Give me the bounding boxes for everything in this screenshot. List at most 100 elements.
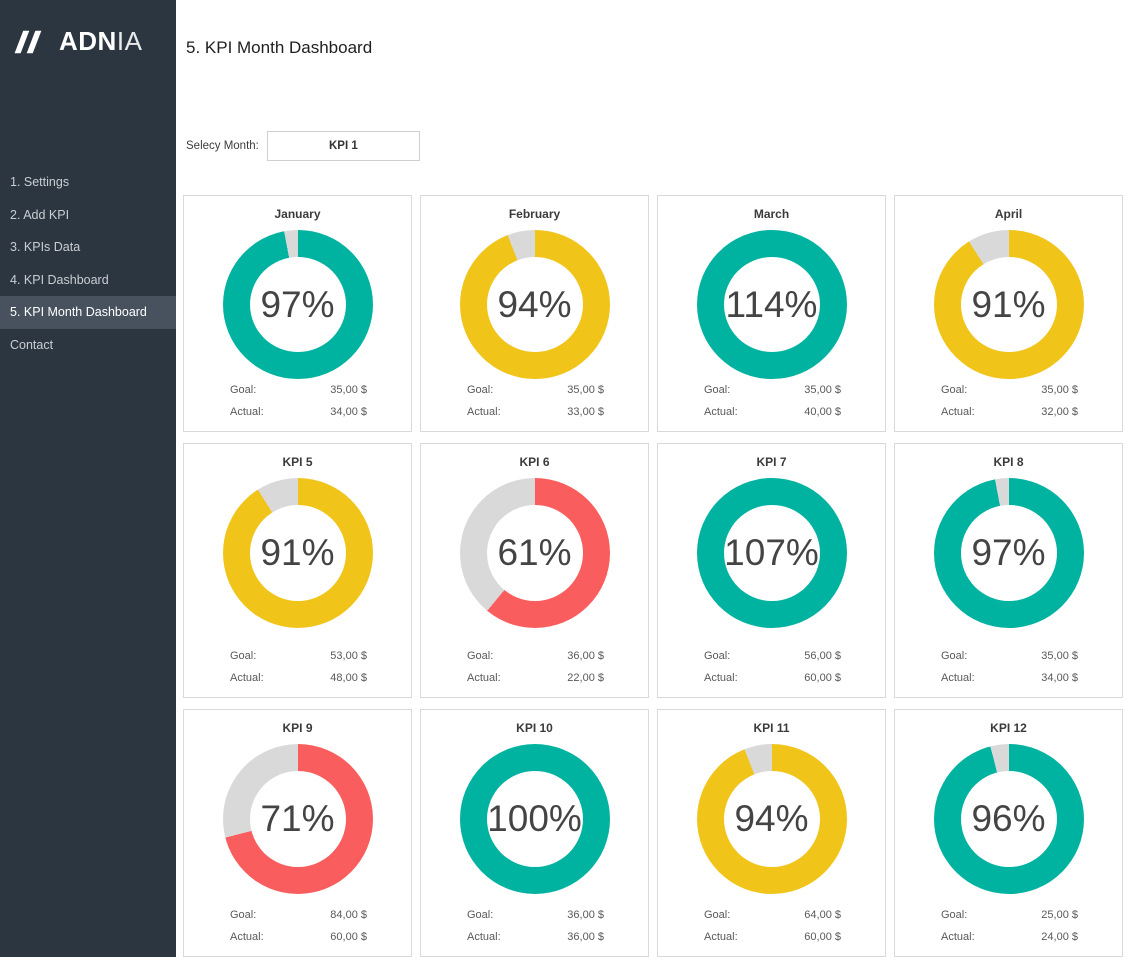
- kpi-stats: Goal: 36,00 $ Actual: 22,00 $: [421, 645, 648, 697]
- kpi-card-kpi11: KPI 11 94% Goal: 64,00 $ Actual: 60,00 $: [657, 709, 886, 957]
- kpi-card-title: March: [753, 207, 790, 221]
- kpi-card-kpi9: KPI 9 71% Goal: 84,00 $ Actual: 60,00 $: [183, 709, 412, 957]
- actual-label: Actual:: [941, 931, 975, 943]
- actual-row: Actual: 24,00 $: [941, 926, 1078, 948]
- actual-value: 60,00 $: [804, 931, 841, 943]
- goal-row: Goal: 35,00 $: [467, 379, 604, 401]
- donut-chart: 107%: [696, 478, 847, 628]
- donut-chart: 97%: [222, 230, 373, 379]
- actual-label: Actual:: [941, 672, 975, 684]
- goal-row: Goal: 35,00 $: [230, 379, 367, 401]
- goal-label: Goal:: [704, 384, 731, 396]
- kpi-card-title: KPI 10: [516, 721, 553, 735]
- kpi-stats: Goal: 35,00 $ Actual: 40,00 $: [658, 379, 885, 431]
- actual-value: 60,00 $: [330, 931, 367, 943]
- kpi-stats: Goal: 35,00 $ Actual: 33,00 $: [421, 379, 648, 431]
- goal-label: Goal:: [230, 384, 257, 396]
- goal-row: Goal: 36,00 $: [467, 645, 604, 667]
- goal-value: 36,00 $: [567, 909, 604, 921]
- actual-label: Actual:: [704, 931, 738, 943]
- actual-label: Actual:: [467, 931, 501, 943]
- actual-value: 34,00 $: [330, 406, 367, 418]
- actual-row: Actual: 32,00 $: [941, 401, 1078, 423]
- kpi-card-april: April 91% Goal: 35,00 $ Actual: 32,00 $: [894, 195, 1123, 432]
- donut-percent-value: 91%: [260, 532, 335, 573]
- donut-hole: 107%: [723, 505, 820, 601]
- goal-row: Goal: 25,00 $: [941, 904, 1078, 926]
- month-filter: Selecy Month: KPI 1: [186, 131, 420, 161]
- actual-row: Actual: 60,00 $: [704, 667, 841, 689]
- donut-percent-value: 97%: [971, 532, 1046, 573]
- sidebar-item-contact[interactable]: Contact: [10, 337, 54, 352]
- actual-row: Actual: 48,00 $: [230, 667, 367, 689]
- donut-hole: 91%: [249, 505, 346, 601]
- actual-row: Actual: 34,00 $: [941, 667, 1078, 689]
- actual-label: Actual:: [704, 672, 738, 684]
- donut-hole: 91%: [960, 257, 1057, 352]
- goal-value: 35,00 $: [567, 384, 604, 396]
- kpi-card-kpi7: KPI 7 107% Goal: 56,00 $ Actual: 60,00 $: [657, 443, 886, 698]
- donut-chart: 61%: [459, 478, 610, 628]
- actual-value: 40,00 $: [804, 406, 841, 418]
- goal-label: Goal:: [941, 650, 968, 662]
- kpi-card-title: KPI 5: [282, 455, 313, 469]
- donut-hole: 61%: [486, 505, 583, 601]
- sidebar-item-settings[interactable]: 1. Settings: [10, 175, 70, 189]
- page-title: 5. KPI Month Dashboard: [186, 38, 373, 57]
- actual-value: 34,00 $: [1041, 672, 1078, 684]
- donut-chart: 94%: [696, 744, 847, 894]
- actual-value: 36,00 $: [567, 931, 604, 943]
- goal-row: Goal: 35,00 $: [704, 379, 841, 401]
- sidebar-item-add-kpi[interactable]: 2. Add KPI: [10, 207, 70, 222]
- adnia-logo: ADNIA: [12, 26, 142, 57]
- donut-percent-value: 94%: [497, 283, 572, 325]
- sidebar-item-kpis-data[interactable]: 3. KPIs Data: [10, 240, 81, 254]
- donut-percent-value: 71%: [260, 798, 335, 839]
- donut-hole: 100%: [486, 771, 583, 867]
- donut-hole: 97%: [249, 257, 346, 352]
- donut-chart: 97%: [933, 478, 1084, 628]
- sidebar-menu: 1. Settings 2. Add KPI 3. KPIs Data 4. K…: [0, 166, 176, 361]
- month-select[interactable]: KPI 1: [266, 131, 420, 161]
- goal-row: Goal: 35,00 $: [941, 379, 1078, 401]
- donut-percent-value: 91%: [971, 283, 1046, 325]
- kpi-card-title: KPI 9: [282, 721, 313, 735]
- actual-row: Actual: 34,00 $: [230, 401, 367, 423]
- donut-percent-value: 96%: [971, 798, 1046, 839]
- sidebar-item-kpi-month-dashboard[interactable]: 5. KPI Month Dashboard: [0, 296, 176, 329]
- adnia-logo-icon: [12, 28, 50, 56]
- donut-percent-value: 100%: [487, 798, 582, 839]
- actual-row: Actual: 22,00 $: [467, 667, 604, 689]
- goal-row: Goal: 84,00 $: [230, 904, 367, 926]
- kpi-card-kpi6: KPI 6 61% Goal: 36,00 $ Actual: 22,00 $: [420, 443, 649, 698]
- goal-label: Goal:: [704, 909, 731, 921]
- goal-value: 36,00 $: [567, 650, 604, 662]
- actual-row: Actual: 60,00 $: [230, 926, 367, 948]
- donut-hole: 94%: [723, 771, 820, 867]
- kpi-card-title: KPI 7: [756, 455, 787, 469]
- actual-label: Actual:: [941, 406, 975, 418]
- actual-value: 32,00 $: [1041, 406, 1078, 418]
- goal-value: 56,00 $: [804, 650, 841, 662]
- goal-value: 25,00 $: [1041, 909, 1078, 921]
- kpi-card-title: April: [994, 207, 1023, 221]
- actual-row: Actual: 36,00 $: [467, 926, 604, 948]
- goal-label: Goal:: [230, 909, 257, 921]
- sidebar-item-kpi-dashboard[interactable]: 4. KPI Dashboard: [10, 272, 109, 287]
- kpi-card-title: KPI 6: [519, 455, 550, 469]
- donut-chart: 94%: [459, 230, 610, 379]
- donut-chart: 114%: [696, 230, 847, 379]
- goal-row: Goal: 35,00 $: [941, 645, 1078, 667]
- kpi-card-kpi5: KPI 5 91% Goal: 53,00 $ Actual: 48,00 $: [183, 443, 412, 698]
- donut-chart: 100%: [459, 744, 610, 894]
- donut-chart: 91%: [933, 230, 1084, 379]
- goal-value: 35,00 $: [804, 384, 841, 396]
- kpi-cards-grid: January 97% Goal: 35,00 $ Actual: 34,00 …: [183, 195, 1123, 957]
- kpi-stats: Goal: 25,00 $ Actual: 24,00 $: [895, 904, 1122, 956]
- kpi-stats: Goal: 53,00 $ Actual: 48,00 $: [184, 645, 411, 697]
- kpi-stats: Goal: 35,00 $ Actual: 34,00 $: [895, 645, 1122, 697]
- actual-value: 24,00 $: [1041, 931, 1078, 943]
- donut-percent-value: 61%: [497, 532, 572, 573]
- actual-label: Actual:: [704, 406, 738, 418]
- goal-value: 53,00 $: [330, 650, 367, 662]
